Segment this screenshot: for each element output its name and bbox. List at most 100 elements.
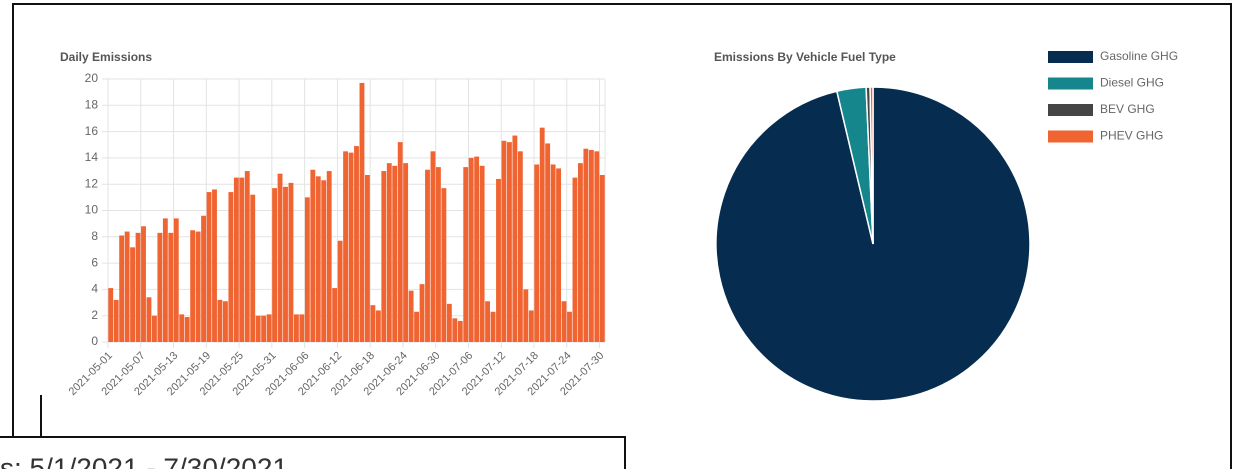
bar [332,288,338,342]
date-range: s: 5/1/2021 - 7/30/2021 [0,452,288,469]
bar [594,151,600,342]
y-tick-label: 0 [91,334,98,348]
y-tick-label: 4 [91,282,98,296]
legend-swatch [1048,77,1093,90]
bar [217,299,223,342]
bar [239,177,245,342]
bar [124,231,130,342]
pie-slice [869,86,874,245]
bar [277,173,283,342]
bar [408,290,414,342]
bar [261,315,267,342]
bar [304,197,310,342]
y-tick-label: 8 [91,229,98,243]
bar [474,156,480,342]
y-tick-label: 10 [85,203,99,217]
y-tick-label: 20 [85,71,99,85]
bar [577,163,583,342]
y-tick-label: 14 [85,150,99,164]
bar [348,152,354,342]
legend-label: Gasoline GHG [1100,49,1178,63]
bar [479,165,485,342]
bar [162,218,168,342]
bar [146,297,152,342]
bar [446,303,452,342]
bar [359,82,365,342]
bar [130,247,136,342]
bar [151,315,157,342]
bar [561,301,567,342]
bar [468,157,474,342]
bar [310,169,316,342]
bar [195,231,201,342]
bar [599,174,605,342]
bar [435,167,441,342]
bar [288,182,294,342]
bar [255,315,261,342]
bar [233,177,239,342]
bar [534,164,540,342]
legend-label: BEV GHG [1100,102,1155,116]
y-tick-label: 18 [85,97,99,111]
bar [370,305,376,342]
bar [545,143,551,342]
bar [190,230,196,342]
bar [419,284,425,342]
bar [141,226,146,342]
legend-swatch [1048,130,1093,143]
y-tick-label: 12 [85,176,99,190]
bar [179,314,185,342]
bar [528,310,534,342]
bar [315,176,321,342]
bar [375,310,381,342]
bar [343,151,349,342]
legend-label: PHEV GHG [1100,129,1163,143]
bar-title: Daily Emissions [60,50,152,64]
bar [212,189,217,342]
bar [272,188,278,342]
bar [135,232,141,342]
pie-title: Emissions By Vehicle Fuel Type [714,50,896,64]
bar [283,186,288,342]
bar [250,194,256,342]
bar [517,151,523,342]
bar [414,311,420,342]
bar [119,235,125,342]
bar [392,165,398,342]
bar [572,177,578,342]
bar [293,314,299,342]
bar [354,146,359,342]
bar [567,311,572,342]
bar [157,232,163,342]
bar [403,163,409,342]
bar [113,299,119,342]
bar [583,148,589,342]
bar [244,171,250,342]
date-box [0,436,626,474]
bar [108,288,114,342]
bar [496,178,501,342]
bar [184,317,190,342]
bar [206,192,212,342]
bar [201,215,207,342]
legend-swatch [1048,104,1093,116]
bar [452,318,458,342]
pie-chart: Gasoline GHG Diesel GHG BEV GHG PHEV GHG [715,49,1178,402]
bar [485,301,491,342]
bar [441,188,447,342]
bar [173,218,179,342]
bar [222,301,228,342]
bar [501,140,507,342]
bar [228,192,234,342]
bar [299,314,305,342]
bar [457,320,463,342]
bar [550,164,556,342]
bar [337,240,343,342]
bar [381,171,387,342]
legend-label: Diesel GHG [1100,76,1164,90]
bar [556,168,562,342]
bar [512,135,518,342]
bar [326,171,332,342]
bar [397,142,403,342]
